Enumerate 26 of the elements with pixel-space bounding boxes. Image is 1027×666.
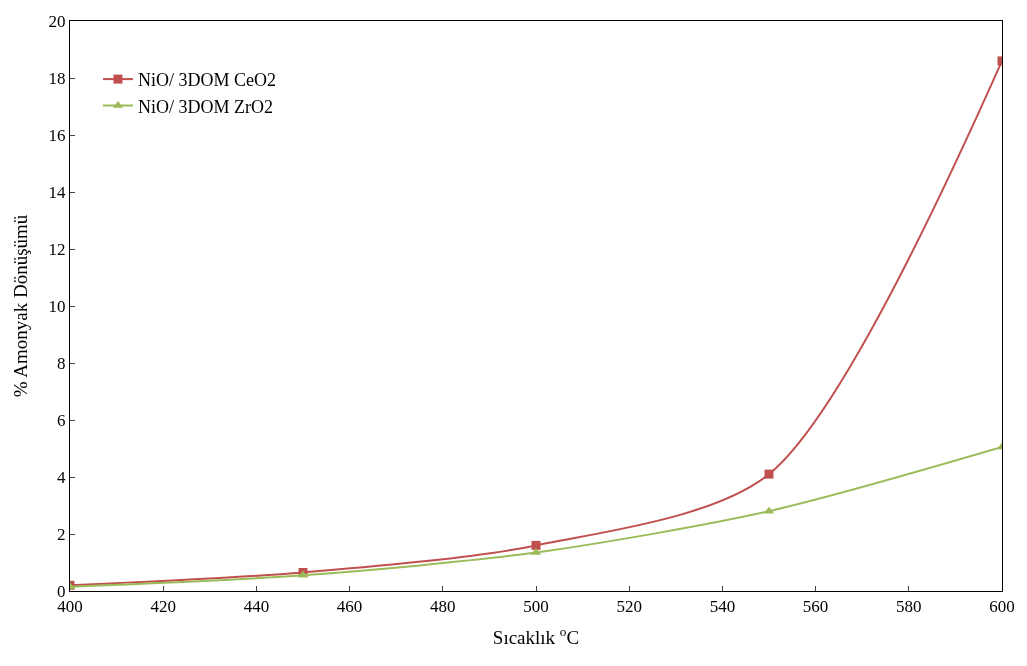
y-tick-label: 8 xyxy=(57,353,66,373)
x-tick-label: 420 xyxy=(150,597,176,617)
y-axis-title: % Amonyak Dönüşümü xyxy=(10,214,32,398)
y-tick-label: 20 xyxy=(48,11,66,31)
x-tick-label: 440 xyxy=(243,597,270,617)
x-tick-label: 540 xyxy=(709,597,736,617)
x-tick-label: 460 xyxy=(336,597,363,617)
y-tick-label: 10 xyxy=(48,296,66,316)
x-tick-label: 580 xyxy=(896,597,922,617)
y-tick-label: 12 xyxy=(48,239,66,259)
x-tick-label: 500 xyxy=(523,597,549,617)
y-tick-label: 18 xyxy=(48,68,66,88)
x-tick-label: 600 xyxy=(989,597,1015,617)
point xyxy=(764,469,774,479)
y-tick-label: 14 xyxy=(48,182,67,202)
x-axis-title: Sıcaklık $^{o}$C xyxy=(492,624,580,649)
y-tick-label: 6 xyxy=(57,410,66,430)
legend-label: NiO/ 3DOM ZrO2 xyxy=(137,96,273,117)
y-tick-label: 2 xyxy=(57,524,66,544)
x-tick-label: 480 xyxy=(430,597,456,617)
point xyxy=(531,540,541,550)
y-tick-label: 16 xyxy=(48,125,66,145)
x-tick-label: 560 xyxy=(802,597,829,617)
x-tick-label: 520 xyxy=(616,597,642,617)
legend-label: NiO/ 3DOM CeO2 xyxy=(137,70,276,91)
y-tick-label: 4 xyxy=(57,467,67,487)
